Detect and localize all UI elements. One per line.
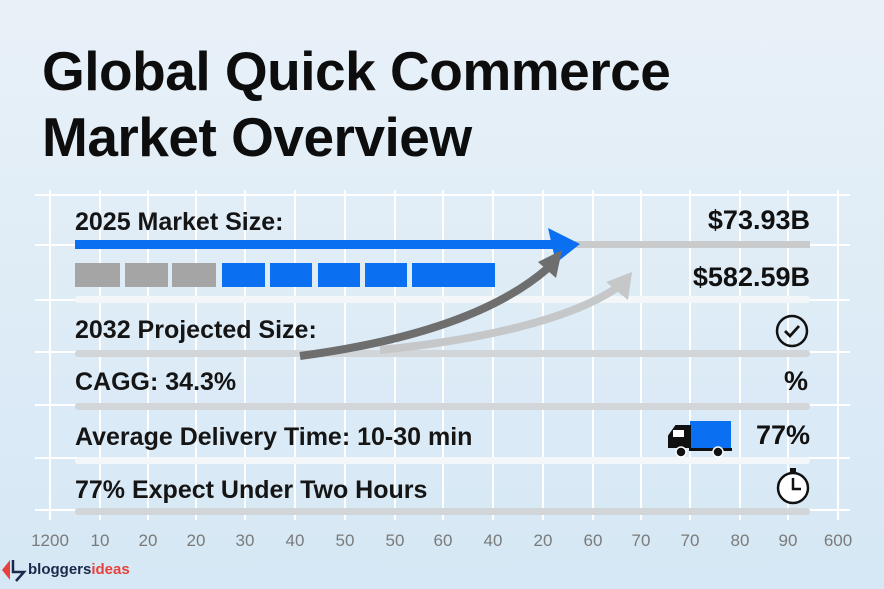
title-line-2: Market Overview xyxy=(42,106,472,168)
axis-tick-label: 60 xyxy=(583,531,603,550)
light-arrowhead-icon xyxy=(606,272,632,300)
market-2032-value: $582.59B xyxy=(692,262,810,292)
axis-tick-label: 20 xyxy=(138,531,158,550)
axis-tick-label: 70 xyxy=(680,531,700,550)
blue-progress-arrow xyxy=(75,240,555,249)
row-divider xyxy=(75,508,810,515)
blue-segment xyxy=(318,263,360,287)
axis-tick-label: 10 xyxy=(90,531,110,550)
logo-text-1: bloggers xyxy=(28,560,92,578)
cagr-symbol: % xyxy=(783,366,808,396)
gray-track xyxy=(575,241,810,248)
axis-tick-label: 40 xyxy=(483,531,503,550)
axis-tick-label: 30 xyxy=(235,531,255,550)
market-2032-label: 2032 Projected Size: xyxy=(75,316,317,344)
bloggersideas-logo: bloggersideas xyxy=(2,558,130,582)
cagr-label: CAGG: 34.3% xyxy=(75,368,237,396)
gray-segment xyxy=(75,263,120,287)
axis-tick-label: 80 xyxy=(730,531,750,550)
axis-tick-label: 50 xyxy=(335,531,355,550)
axis-tick-label: 600 xyxy=(823,531,853,550)
blue-segment xyxy=(222,263,265,287)
blue-segment xyxy=(412,263,495,287)
axis-tick-label: 20 xyxy=(186,531,206,550)
gray-segment xyxy=(125,263,168,287)
logo-mark-icon xyxy=(2,560,27,582)
stopwatch-icon xyxy=(776,468,810,505)
blue-segment xyxy=(270,263,312,287)
logo-text-2: ideas xyxy=(91,560,130,578)
delivery-value: 77% xyxy=(755,420,810,450)
light-growth-arrow xyxy=(379,283,621,354)
gray-segment xyxy=(172,263,216,287)
title-line-1: Global Quick Commerce xyxy=(42,40,671,102)
row-divider xyxy=(75,296,810,303)
axis-tick-label: 1200 xyxy=(31,531,69,550)
dark-arrowhead-icon xyxy=(538,250,562,278)
dark-growth-arrow xyxy=(299,264,551,360)
row-divider xyxy=(75,403,810,410)
market-2025-value: $73.93B xyxy=(707,205,810,235)
axis-tick-label: 70 xyxy=(631,531,651,550)
axis-tick-label: 20 xyxy=(533,531,553,550)
axis-tick-label: 90 xyxy=(778,531,798,550)
row-divider xyxy=(75,350,810,357)
blue-segment xyxy=(365,263,407,287)
check-circle-icon xyxy=(775,314,809,348)
expect-label: 77% Expect Under Two Hours xyxy=(75,476,428,504)
axis-tick-label: 60 xyxy=(433,531,453,550)
truck-icon xyxy=(668,421,732,458)
axis-tick-label: 40 xyxy=(285,531,305,550)
row-divider xyxy=(75,457,810,464)
axis-tick-label: 50 xyxy=(385,531,405,550)
delivery-label: Average Delivery Time: 10-30 min xyxy=(75,423,473,451)
market-2025-label: 2025 Market Size: xyxy=(75,208,284,236)
